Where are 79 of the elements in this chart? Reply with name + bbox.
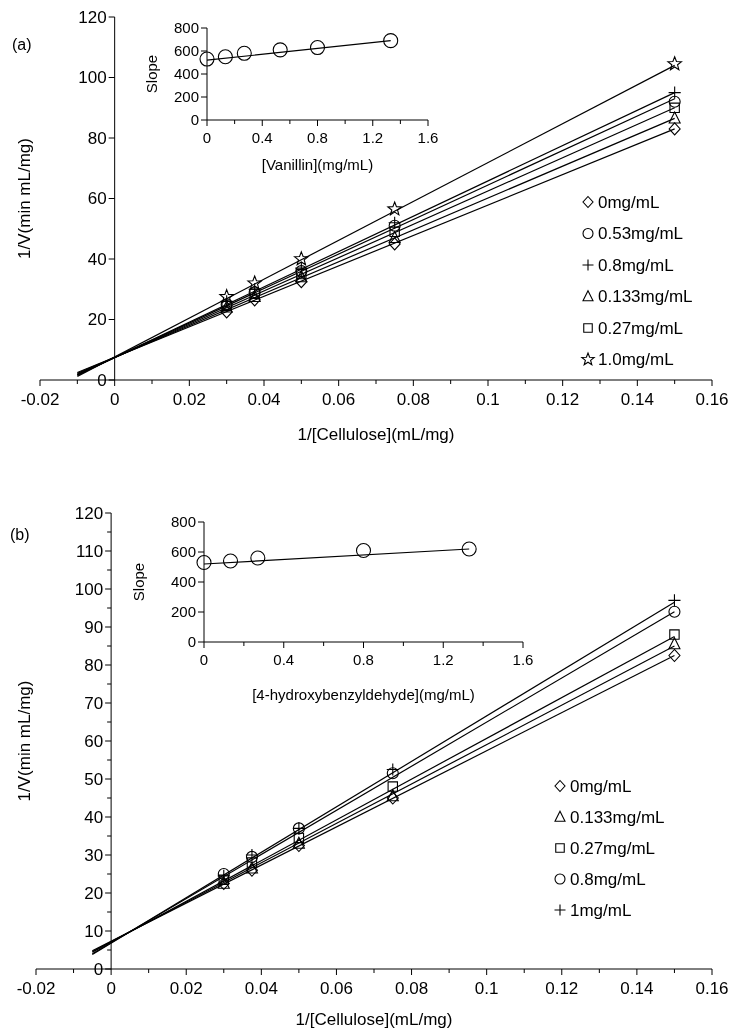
legend-label: 0.133mg/mL — [570, 807, 665, 827]
y-tick-label: 100 — [78, 68, 107, 88]
legend-label: 0.8mg/mL — [570, 869, 646, 889]
y-tick-label: 40 — [87, 249, 107, 269]
x-axis-title: 1/[Cellulose](mL/mg) — [295, 1010, 453, 1029]
y-tick-label: 100 — [74, 579, 104, 599]
x-tick-label: 0.1 — [476, 390, 500, 409]
y-axis-title: Slope — [142, 54, 160, 94]
y-tick-label: 0 — [97, 370, 107, 390]
x-tick-label: 0.16 — [695, 979, 729, 998]
x-tick-label: 0.02 — [169, 979, 203, 998]
y-tick-label: 90 — [84, 617, 104, 637]
y-tick-label: 30 — [84, 845, 104, 865]
y-axis-title: Slope — [129, 562, 147, 602]
x-tick-label: 0.1 — [474, 979, 499, 998]
y-tick-label: 200 — [170, 603, 196, 621]
y-tick-label: 10 — [84, 921, 104, 941]
y-tick-label: 60 — [84, 731, 104, 751]
y-tick-label: 400 — [170, 573, 196, 591]
y-tick-label: 120 — [74, 503, 104, 523]
x-tick-label: 0.12 — [545, 979, 579, 998]
y-tick-label: 80 — [87, 128, 107, 148]
y-tick-label: 110 — [76, 541, 104, 561]
x-tick-label: 0.02 — [172, 390, 206, 409]
y-tick-label: 600 — [170, 543, 196, 561]
y-tick-label: 800 — [173, 19, 199, 37]
x-tick-label: 0.12 — [546, 390, 580, 409]
text: (a) — [12, 36, 32, 53]
y-tick-label: 600 — [173, 42, 199, 60]
legend-label: 1mg/mL — [570, 900, 632, 920]
x-tick-label: 0 — [109, 390, 120, 409]
x-tick-label: 0.04 — [244, 979, 278, 998]
text: (b) — [10, 526, 30, 543]
x-axis-title: [4-hydroxybenzyldehyde](mg/mL) — [252, 686, 475, 703]
legend-label: 0.27mg/mL — [570, 838, 656, 858]
legend-label: 0mg/mL — [570, 776, 632, 796]
x-tick-label: 0.06 — [322, 390, 356, 409]
legend-label: 0.27mg/mL — [598, 318, 684, 338]
y-tick-label: 20 — [87, 310, 107, 330]
y-tick-label: 20 — [84, 883, 104, 903]
x-tick-label: 0.04 — [247, 390, 281, 409]
x-tick-label: 0.06 — [319, 979, 353, 998]
x-tick-label: 0.08 — [395, 979, 429, 998]
x-tick-label: 0.14 — [620, 390, 654, 409]
x-tick-label: 0.08 — [396, 390, 430, 409]
x-tick-label: 1.2 — [362, 129, 384, 146]
x-tick-label: 0 — [202, 129, 212, 146]
y-axis-title: 1/V(min mL/mg) — [14, 138, 34, 259]
y-axis-title: 1/V(min mL/mg) — [14, 680, 34, 802]
x-tick-label: 0.14 — [620, 979, 654, 998]
x-tick-label: -0.02 — [20, 390, 60, 409]
x-tick-label: 1.2 — [432, 651, 454, 668]
x-axis-title: [Vanillin](mg/mL) — [261, 156, 374, 173]
y-tick-label: 800 — [170, 513, 196, 531]
x-axis-title: 1/[Cellulose](mL/mg) — [297, 425, 455, 444]
y-tick-label: 120 — [78, 7, 107, 27]
y-tick-label: 80 — [84, 655, 104, 675]
x-tick-label: 1.6 — [417, 129, 439, 146]
x-tick-label: 0.8 — [307, 129, 328, 146]
y-tick-label: 60 — [87, 189, 107, 209]
legend-label: 0.53mg/mL — [598, 224, 684, 244]
x-tick-label: 0.4 — [273, 651, 295, 668]
y-tick-label: 40 — [84, 807, 104, 827]
y-tick-label: 0 — [93, 959, 104, 979]
y-tick-label: 0 — [187, 633, 196, 651]
y-tick-label: 200 — [173, 88, 199, 106]
x-tick-label: 0.16 — [695, 390, 729, 409]
x-tick-label: -0.02 — [16, 979, 56, 998]
legend-label: 0mg/mL — [598, 192, 660, 212]
y-tick-label: 50 — [84, 769, 104, 789]
x-tick-label: 1.6 — [512, 651, 534, 668]
legend-label: 0.8mg/mL — [598, 255, 674, 275]
y-tick-label: 400 — [173, 65, 199, 83]
y-tick-label: 70 — [84, 693, 104, 713]
legend-label: 0.133mg/mL — [598, 287, 693, 307]
y-tick-label: 0 — [190, 111, 199, 129]
x-tick-label: 0.4 — [251, 129, 273, 146]
legend-label: 1.0mg/mL — [598, 350, 674, 370]
x-tick-label: 0.8 — [353, 651, 374, 668]
